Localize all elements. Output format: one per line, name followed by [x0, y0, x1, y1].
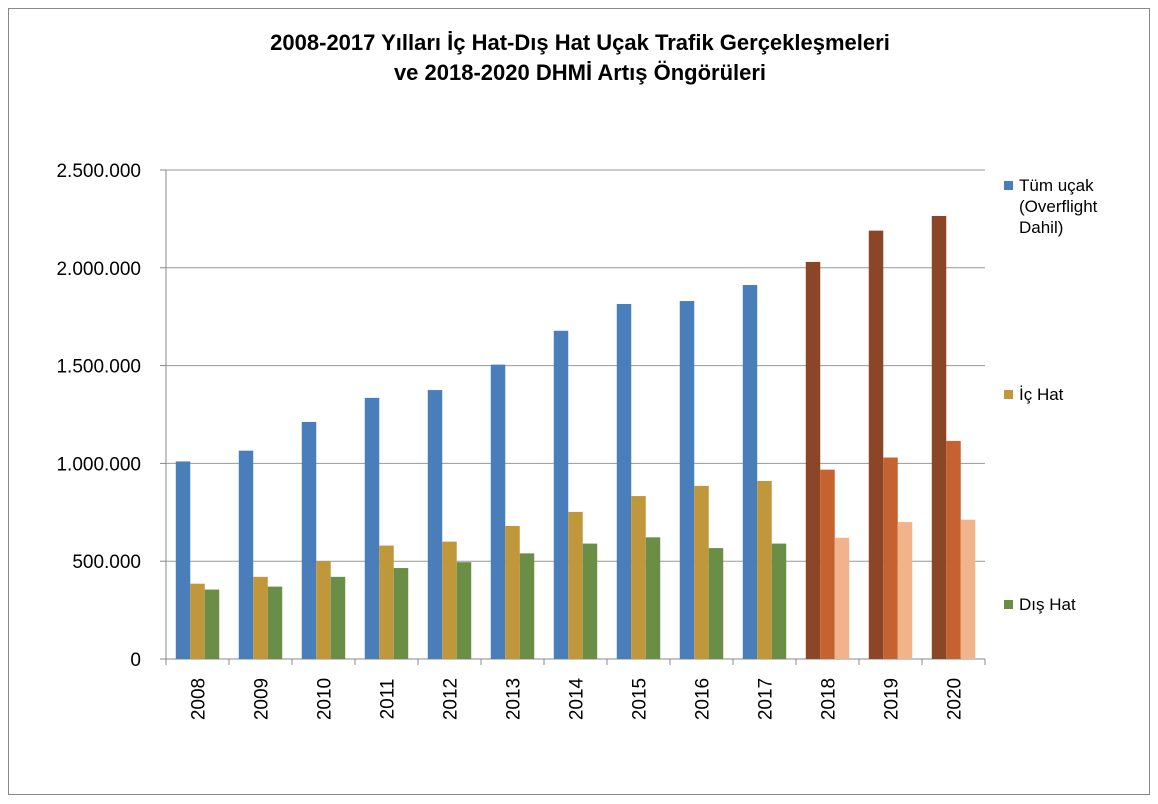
bar: [645, 537, 661, 659]
x-tick-label: 2018: [819, 678, 840, 720]
legend-item: Dış Hat: [1004, 594, 1144, 615]
bar: [393, 568, 409, 659]
chart-title: ve 2018-2020 DHMİ Artış Öngörüleri: [394, 60, 766, 85]
bar: [868, 230, 884, 660]
bar: [175, 461, 191, 659]
legend-label: Dış Hat: [1019, 595, 1076, 614]
legend-swatch: [1004, 390, 1013, 399]
bar: [742, 285, 758, 659]
bar: [490, 364, 506, 659]
legend-swatch: [1004, 600, 1013, 609]
bar: [505, 525, 520, 659]
bar: [679, 301, 695, 659]
bar: [456, 562, 472, 659]
bar: [631, 496, 646, 659]
y-tick-label: 1.500.000: [56, 357, 141, 378]
y-tick-label: 500.000: [72, 552, 141, 573]
bar: [834, 537, 850, 659]
y-tick-label: 1.000.000: [56, 454, 141, 475]
bar: [364, 397, 380, 659]
bar: [771, 543, 787, 659]
bar: [379, 545, 394, 659]
chart-title: 2008-2017 Yılları İç Hat-Dış Hat Uçak Tr…: [270, 30, 890, 55]
x-tick-label: 2010: [315, 678, 336, 720]
bar: [442, 541, 457, 659]
y-tick-label: 2.500.000: [56, 161, 141, 182]
x-tick-label: 2015: [630, 678, 651, 720]
x-tick-label: 2016: [693, 678, 714, 720]
x-tick-label: 2017: [756, 678, 777, 720]
bar: [553, 330, 569, 659]
bar: [582, 543, 598, 659]
x-tick-label: 2020: [945, 678, 966, 720]
bar: [757, 481, 772, 659]
x-tick-label: 2014: [567, 677, 588, 720]
legend-item: Tüm uçak (Overflight Dahil): [1004, 175, 1144, 238]
x-tick-label: 2009: [252, 678, 273, 720]
bar: [946, 440, 961, 659]
bar: [204, 589, 220, 659]
legend-label: İç Hat: [1019, 385, 1064, 404]
bar: [568, 511, 583, 659]
y-tick-label: 0: [130, 650, 141, 671]
bar: [897, 522, 913, 659]
bar: [519, 553, 535, 659]
bar: [820, 469, 835, 659]
bar: [616, 303, 632, 659]
bar: [883, 457, 898, 659]
x-tick-label: 2019: [882, 678, 903, 720]
bar: [960, 519, 976, 659]
chart-border: [8, 8, 1150, 795]
bar: [190, 583, 205, 659]
bar: [805, 261, 821, 659]
bar: [694, 485, 709, 659]
x-tick-label: 2011: [378, 679, 399, 720]
bar: [238, 450, 254, 659]
x-tick-label: 2008: [189, 678, 210, 720]
bar: [301, 421, 317, 659]
bar: [427, 390, 443, 659]
bar: [316, 561, 331, 659]
bar: [708, 548, 724, 659]
x-tick-label: 2013: [504, 678, 525, 720]
bar: [253, 576, 268, 659]
legend-item: İç Hat: [1004, 384, 1144, 405]
bar: [330, 576, 346, 659]
bar: [267, 586, 283, 659]
legend-label: Tüm uçak (Overflight Dahil): [1019, 176, 1098, 237]
x-tick-label: 2012: [441, 678, 462, 720]
legend-swatch: [1004, 181, 1013, 190]
bar: [931, 215, 947, 659]
y-tick-label: 2.000.000: [56, 259, 141, 280]
